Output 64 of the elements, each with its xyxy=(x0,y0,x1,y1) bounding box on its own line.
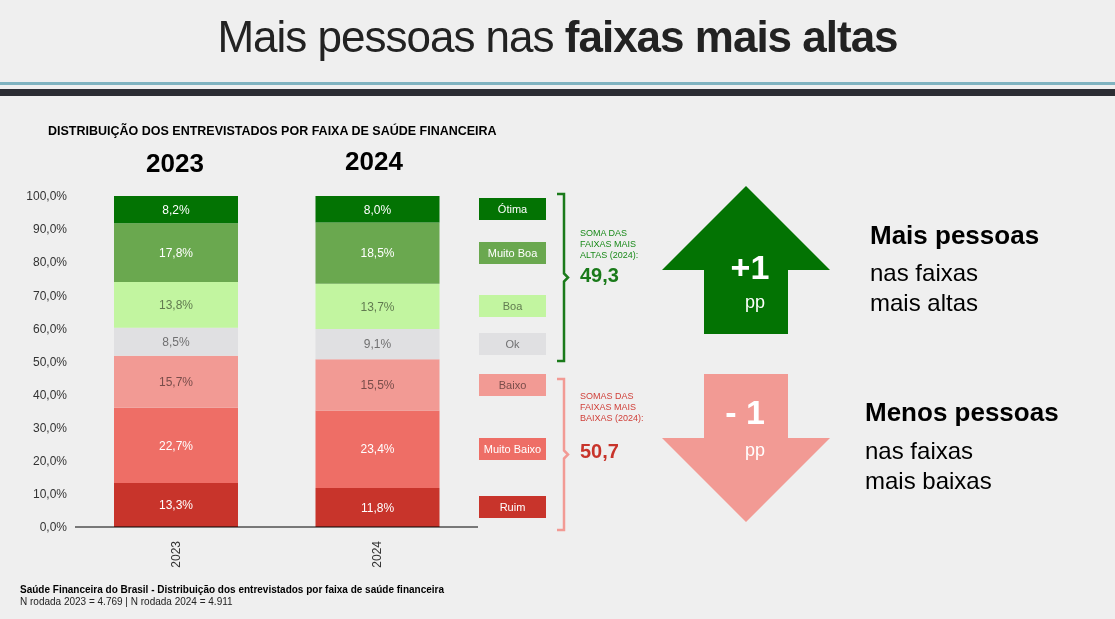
bar xyxy=(114,355,238,408)
y-tick-label: 60,0% xyxy=(32,321,68,336)
y-tick-label: 50,0% xyxy=(32,354,68,369)
bar xyxy=(315,222,440,284)
data-label: 13,8% xyxy=(158,298,194,313)
data-label: 22,7% xyxy=(158,438,194,453)
text: pp xyxy=(744,292,766,313)
bar xyxy=(114,196,238,224)
text: Baixo xyxy=(498,378,527,391)
text: Ok xyxy=(505,338,520,351)
y-tick-label: 70,0% xyxy=(32,288,68,303)
text: 50,7 xyxy=(580,440,619,463)
y-tick-label: 0,0% xyxy=(39,520,68,535)
bar xyxy=(315,329,440,360)
data-label: 9,1% xyxy=(363,337,392,352)
text: SOMA DAS FAIXAS MAIS ALTAS (2024): xyxy=(580,228,640,261)
text: Muito Baixo xyxy=(483,443,542,456)
text: 2024 xyxy=(370,540,385,568)
bar xyxy=(114,223,238,283)
bar xyxy=(315,410,440,488)
text: 49,3 xyxy=(580,264,619,287)
data-label: 15,5% xyxy=(360,378,395,393)
y-tick-label: 30,0% xyxy=(32,420,68,435)
text: +1 xyxy=(729,248,771,287)
text: Ótima xyxy=(497,203,528,216)
text: Muito Boa xyxy=(487,247,538,260)
text: nas faixas mais baixas xyxy=(865,436,993,496)
text: Menos pessoas xyxy=(865,397,1059,428)
data-label: 11,8% xyxy=(360,500,395,515)
data-label: 15,7% xyxy=(158,375,194,390)
bar xyxy=(315,283,440,330)
y-tick-label: 40,0% xyxy=(32,387,68,402)
y-tick-label: 20,0% xyxy=(32,454,68,469)
data-label: 13,3% xyxy=(158,498,194,513)
bar xyxy=(114,407,238,483)
bar xyxy=(315,196,440,223)
text: SOMAS DAS FAIXAS MAIS BAIXAS (2024): xyxy=(580,391,645,424)
y-tick-label: 10,0% xyxy=(32,487,68,502)
data-label: 23,4% xyxy=(360,442,395,457)
data-label: 8,2% xyxy=(162,202,190,217)
bar xyxy=(114,327,238,356)
y-tick-label: 80,0% xyxy=(32,255,68,270)
text: pp xyxy=(744,440,766,461)
text: Saúde Financeira do Brasil - Distribuição dos entrevistados por faixa de saúde financeira xyxy=(20,584,445,595)
text: - 1 xyxy=(724,393,766,432)
chart-subtitle: DISTRIBUIÇÃO DOS ENTREVISTADOS POR FAIXA DE SAÚDE FINANCEIRA xyxy=(48,124,497,138)
data-label: 17,8% xyxy=(158,245,194,260)
text: nas faixas mais altas xyxy=(870,258,980,318)
text: N rodada 2023 = 4.769 | N rodada 2024 = 4.911 xyxy=(20,596,233,607)
text: 2023 xyxy=(168,540,183,568)
chart-title: Mais pessoas nas faixas mais altas xyxy=(216,12,899,62)
bar xyxy=(315,487,440,527)
bar xyxy=(114,482,238,527)
text: Mais pessoas xyxy=(870,220,1040,251)
data-label: 8,0% xyxy=(363,202,392,217)
data-label: 8,5% xyxy=(162,335,190,350)
bar xyxy=(315,359,440,411)
bar xyxy=(114,282,238,328)
y-tick-label: 90,0% xyxy=(32,222,68,237)
data-label: 18,5% xyxy=(360,246,395,261)
data-label: 13,7% xyxy=(360,299,395,314)
text: Ruim xyxy=(499,501,526,514)
y-tick-label: 100,0% xyxy=(26,189,68,204)
text: Boa xyxy=(502,300,523,313)
